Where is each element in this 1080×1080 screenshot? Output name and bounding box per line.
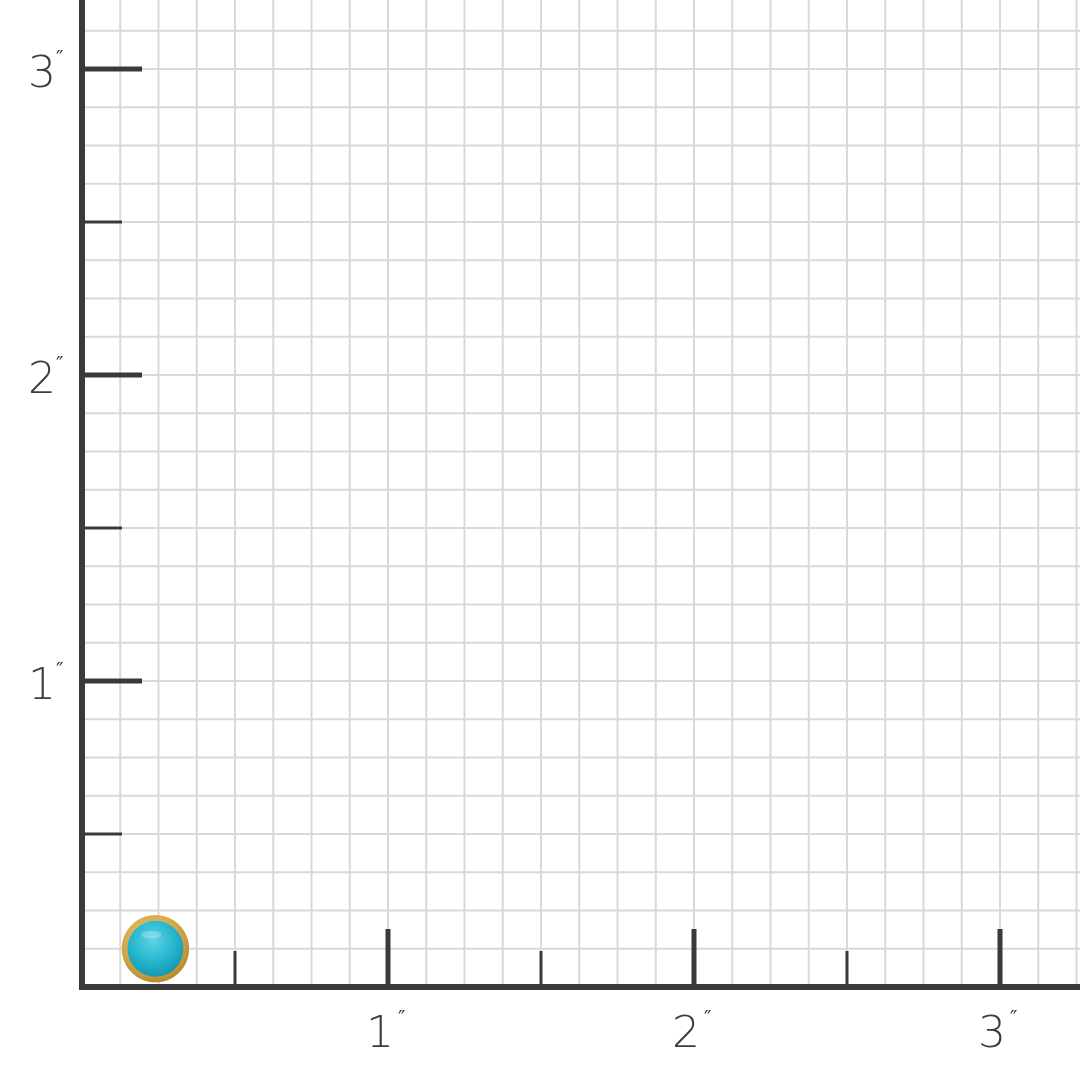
x-axis-label: 2 [672, 1007, 700, 1058]
x-axis-label: 1 [366, 1007, 394, 1058]
turquoise-stone [127, 920, 184, 977]
y-axis-label: 3 [28, 47, 56, 98]
y-axis-label: 2 [28, 353, 56, 404]
inch-mark: ″ [56, 352, 63, 376]
inch-mark: ″ [56, 658, 63, 682]
inch-mark: ″ [1010, 1006, 1017, 1030]
inch-mark: ″ [398, 1006, 405, 1030]
inch-mark: ″ [56, 46, 63, 70]
x-axis-label: 3 [978, 1007, 1006, 1058]
stone-highlight [141, 930, 162, 939]
y-axis-label: 1 [28, 659, 56, 710]
inch-mark: ″ [704, 1006, 711, 1030]
